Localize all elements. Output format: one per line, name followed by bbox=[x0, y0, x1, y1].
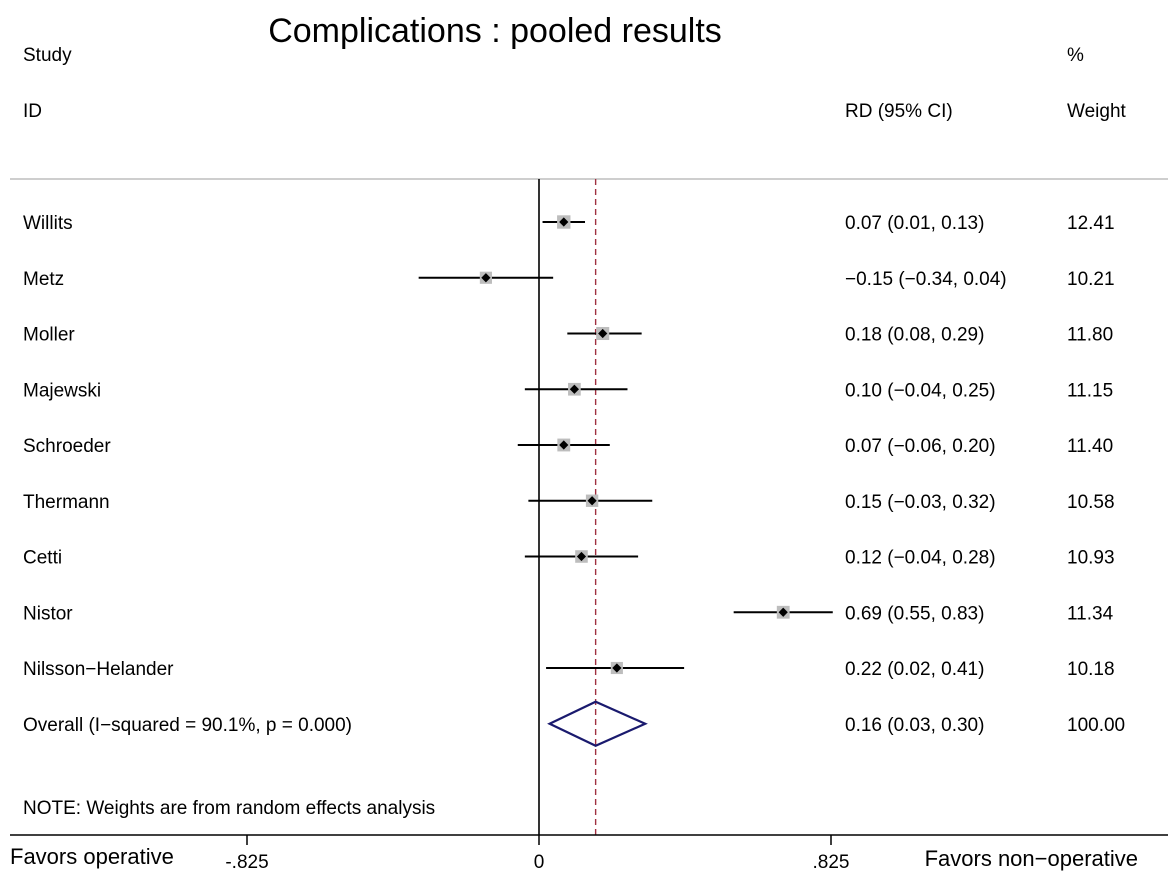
x-tick-label: .825 bbox=[813, 852, 850, 871]
weight-text: 10.58 bbox=[1067, 492, 1115, 513]
x-axis-ticks: -.825 0 .825 bbox=[225, 835, 849, 871]
weight-text: 11.34 bbox=[1067, 603, 1114, 624]
x-tick-label: -.825 bbox=[225, 852, 268, 871]
point-estimate-marker bbox=[612, 663, 622, 673]
header-effect-label: RD (95% CI) bbox=[845, 101, 953, 122]
study-name: Metz bbox=[23, 269, 64, 290]
study-rows: Willits 0.07 (0.01, 0.13) 12.41 Metz −0.15 (… bbox=[23, 179, 1125, 835]
header-weight-label: Weight bbox=[1067, 101, 1127, 122]
weight-text: 11.80 bbox=[1067, 325, 1113, 346]
overall-diamond bbox=[547, 700, 648, 747]
weight-text: 12.41 bbox=[1067, 213, 1115, 234]
point-estimate-marker bbox=[778, 607, 788, 617]
point-estimate-marker bbox=[481, 273, 491, 283]
weight-text: 10.93 bbox=[1067, 548, 1115, 569]
effect-ci-text: 0.10 (−0.04, 0.25) bbox=[845, 380, 996, 401]
effect-ci-text: 0.22 (0.02, 0.41) bbox=[845, 659, 984, 680]
study-name: Schroeder bbox=[23, 436, 111, 457]
effect-ci-text: 0.12 (−0.04, 0.28) bbox=[845, 548, 996, 569]
study-name: Willits bbox=[23, 213, 73, 234]
overall-label: Overall (I−squared = 90.1%, p = 0.000) bbox=[23, 715, 352, 736]
point-estimate-marker bbox=[569, 384, 579, 394]
study-name: Nilsson−Helander bbox=[23, 659, 174, 680]
header-study-label: Study bbox=[23, 45, 72, 66]
header-percent-label: % bbox=[1067, 45, 1084, 66]
study-name: Majewski bbox=[23, 380, 101, 401]
study-name: Thermann bbox=[23, 492, 110, 513]
x-axis-right-label: Favors non−operative bbox=[925, 846, 1138, 871]
study-name: Nistor bbox=[23, 603, 73, 624]
weight-text: 11.40 bbox=[1067, 436, 1113, 457]
point-estimate-marker bbox=[559, 440, 569, 450]
x-axis-left-label: Favors operative bbox=[10, 844, 174, 869]
point-estimate-marker bbox=[576, 551, 587, 562]
effect-ci-text: 0.07 (−0.06, 0.20) bbox=[845, 436, 996, 457]
effect-ci-text: −0.15 (−0.34, 0.04) bbox=[845, 269, 1007, 290]
effect-ci-text: 0.69 (0.55, 0.83) bbox=[845, 603, 984, 624]
weight-text: 10.18 bbox=[1067, 659, 1115, 680]
point-estimate-marker bbox=[598, 328, 608, 339]
effect-ci-text: 0.18 (0.08, 0.29) bbox=[845, 325, 984, 346]
point-estimate-marker bbox=[587, 496, 597, 506]
header-id-label: ID bbox=[23, 101, 42, 122]
study-name: Cetti bbox=[23, 548, 62, 569]
study-name: Moller bbox=[23, 325, 75, 346]
effect-ci-text: 0.07 (0.01, 0.13) bbox=[845, 213, 984, 234]
point-estimate-marker bbox=[559, 217, 569, 227]
overall-weight-text: 100.00 bbox=[1067, 715, 1125, 736]
overall-ci-text: 0.16 (0.03, 0.30) bbox=[845, 715, 984, 736]
chart-title: Complications : pooled results bbox=[268, 12, 722, 50]
weight-text: 10.21 bbox=[1067, 269, 1115, 290]
note-text: NOTE: Weights are from random effects an… bbox=[23, 798, 435, 819]
weight-text: 11.15 bbox=[1067, 380, 1113, 401]
x-tick-label: 0 bbox=[534, 852, 545, 871]
effect-ci-text: 0.15 (−0.03, 0.32) bbox=[845, 492, 996, 513]
